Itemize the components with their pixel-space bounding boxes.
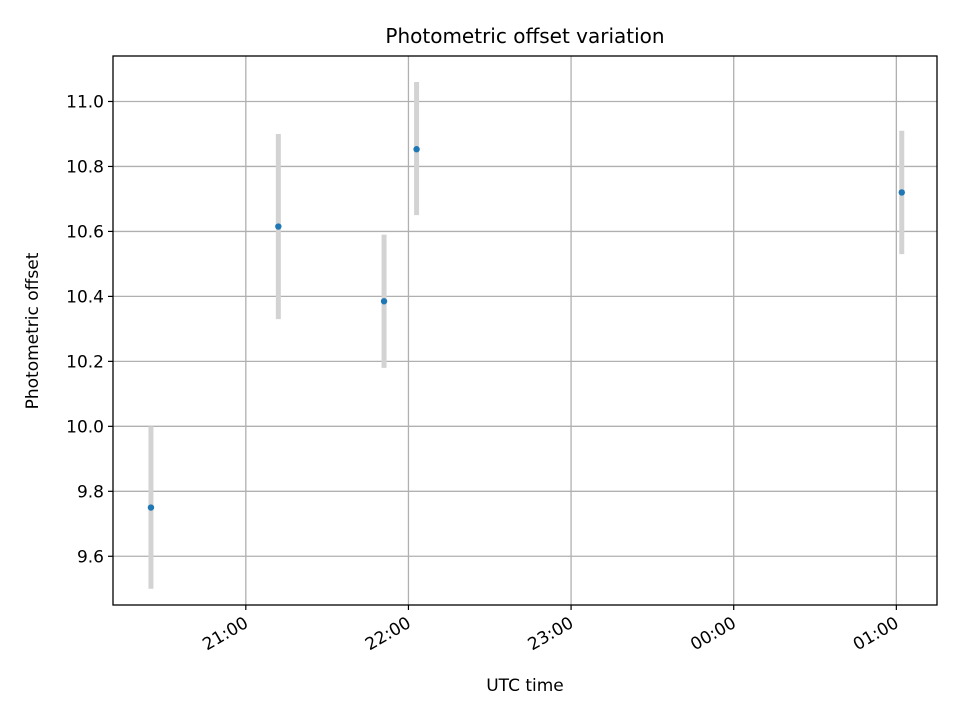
- y-tick-label: 10.4: [66, 287, 104, 307]
- data-point: [147, 504, 155, 511]
- data-point: [413, 146, 420, 153]
- y-tick-label: 10.8: [66, 157, 104, 177]
- y-tick-label: 10.2: [66, 352, 104, 372]
- y-axis-ticks: 9.6 9.8 10.0 10.2 10.4 10.6 10.8 11.0: [66, 92, 113, 567]
- plot-frame: [112, 55, 938, 606]
- y-axis-label: Photometric offset: [23, 252, 43, 409]
- y-tick-label: 11.0: [66, 92, 104, 112]
- data-point: [380, 298, 388, 305]
- data-points: [147, 146, 905, 511]
- y-tick-label: 9.6: [77, 547, 104, 567]
- grid: [113, 56, 937, 605]
- y-tick-label: 10.0: [66, 417, 104, 437]
- data-point: [275, 223, 282, 230]
- y-tick-label: 9.8: [77, 482, 104, 502]
- data-point: [898, 189, 905, 196]
- x-axis-label: UTC time: [486, 676, 564, 696]
- y-tick-label: 10.6: [66, 222, 104, 242]
- chart-title: Photometric offset variation: [385, 24, 664, 48]
